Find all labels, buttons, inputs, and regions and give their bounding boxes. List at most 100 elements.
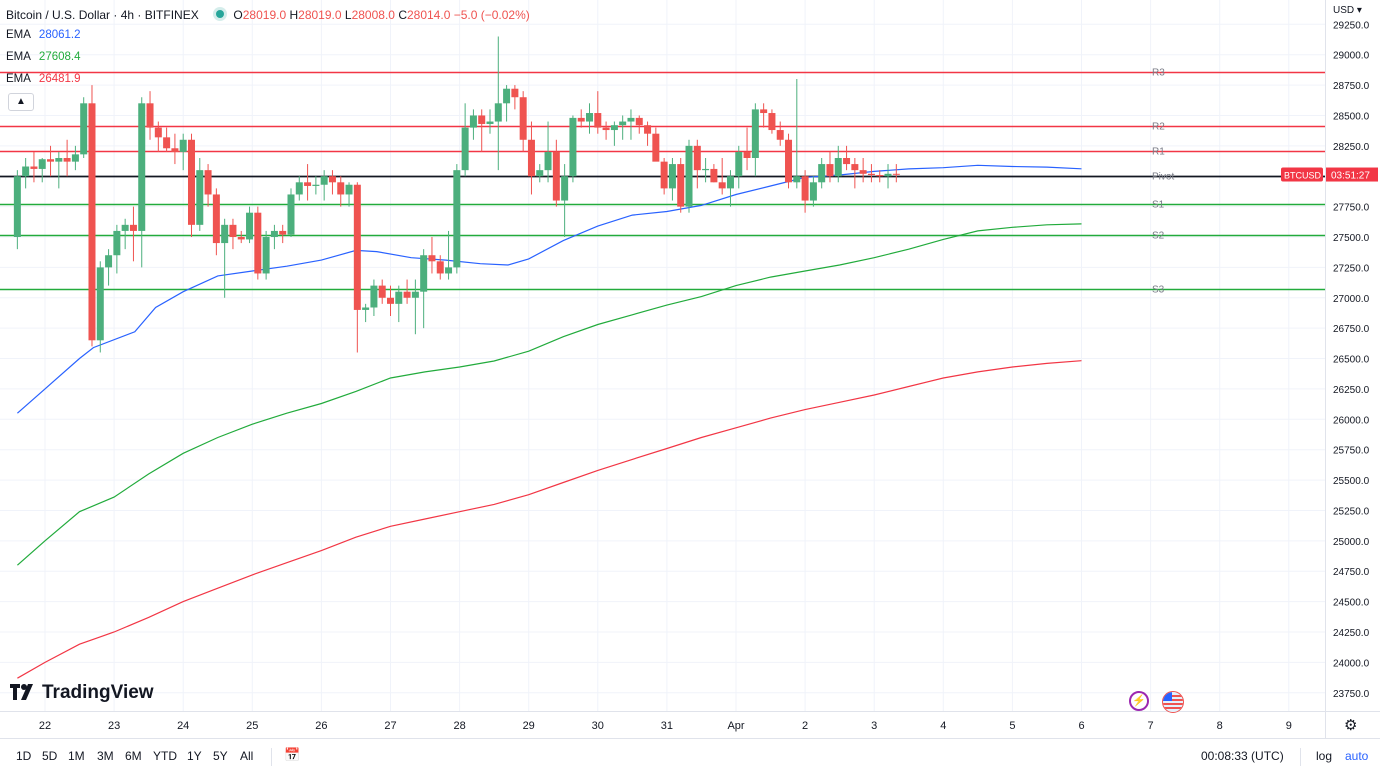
candle-body[interactable] xyxy=(809,182,817,201)
range-5d-button[interactable]: 5D xyxy=(42,749,58,763)
candle-body[interactable] xyxy=(270,230,278,237)
candle-body[interactable] xyxy=(138,103,146,231)
candle-body[interactable] xyxy=(105,255,113,268)
candle-body[interactable] xyxy=(30,166,38,169)
candle-body[interactable] xyxy=(768,113,776,131)
candle-body[interactable] xyxy=(254,212,262,274)
candle-body[interactable] xyxy=(801,176,809,201)
candle-body[interactable] xyxy=(80,103,88,155)
candle-body[interactable] xyxy=(652,133,660,162)
candle-body[interactable] xyxy=(229,224,237,237)
candle-body[interactable] xyxy=(884,173,892,177)
range-ytd-button[interactable]: YTD xyxy=(153,749,177,763)
candle-body[interactable] xyxy=(304,182,312,186)
go-to-date-icon[interactable]: 📅 xyxy=(284,747,301,762)
candle-body[interactable] xyxy=(328,176,336,183)
candle-body[interactable] xyxy=(461,127,469,171)
candle-body[interactable] xyxy=(660,161,668,189)
candle-body[interactable] xyxy=(486,121,494,124)
auto-scale-toggle[interactable]: auto xyxy=(1345,749,1369,763)
candle-body[interactable] xyxy=(851,164,859,171)
candle-body[interactable] xyxy=(519,97,527,140)
candle-body[interactable] xyxy=(38,159,46,169)
candle-body[interactable] xyxy=(859,170,867,174)
candle-body[interactable] xyxy=(154,127,162,138)
candle-body[interactable] xyxy=(743,151,751,158)
candle-body[interactable] xyxy=(503,88,511,104)
candle-body[interactable] xyxy=(445,267,453,274)
candle-body[interactable] xyxy=(353,184,361,310)
candle-body[interactable] xyxy=(453,170,461,268)
candle-body[interactable] xyxy=(262,237,270,274)
candle-body[interactable] xyxy=(867,173,875,176)
candle-body[interactable] xyxy=(312,184,320,186)
candle-body[interactable] xyxy=(710,168,718,183)
candle-body[interactable] xyxy=(536,170,544,177)
candle-body[interactable] xyxy=(693,145,701,171)
candle-body[interactable] xyxy=(295,182,303,195)
candle-body[interactable] xyxy=(287,194,295,235)
candle-body[interactable] xyxy=(569,117,577,177)
candle-body[interactable] xyxy=(826,164,834,177)
candle-body[interactable] xyxy=(627,117,635,122)
candle-body[interactable] xyxy=(362,307,370,310)
candle-body[interactable] xyxy=(668,164,676,189)
candle-body[interactable] xyxy=(892,173,900,175)
lightning-icon[interactable]: ⚡ xyxy=(1129,691,1149,711)
candle-body[interactable] xyxy=(370,285,378,308)
candle-body[interactable] xyxy=(146,103,154,128)
candle-body[interactable] xyxy=(644,125,652,134)
candle-body[interactable] xyxy=(594,113,602,128)
candle-body[interactable] xyxy=(726,176,734,189)
candle-body[interactable] xyxy=(345,184,353,195)
candle-body[interactable] xyxy=(677,164,685,207)
ema-legend-1[interactable]: EMA 28061.2 xyxy=(6,29,81,41)
range-all-button[interactable]: All xyxy=(240,749,254,763)
candlesticks[interactable] xyxy=(13,36,900,353)
candle-body[interactable] xyxy=(13,176,21,237)
currency-selector[interactable]: USD ▾ xyxy=(1333,5,1362,16)
candle-body[interactable] xyxy=(776,130,784,140)
candle-body[interactable] xyxy=(212,194,220,244)
candle-body[interactable] xyxy=(610,125,618,131)
candle-body[interactable] xyxy=(63,158,71,162)
candle-body[interactable] xyxy=(395,291,403,304)
range-6m-button[interactable]: 6M xyxy=(125,749,142,763)
candle-body[interactable] xyxy=(113,230,121,256)
candle-body[interactable] xyxy=(196,170,204,225)
candle-body[interactable] xyxy=(129,224,137,231)
candle-body[interactable] xyxy=(96,267,104,341)
candle-body[interactable] xyxy=(527,139,535,177)
ema-legend-2[interactable]: EMA 27608.4 xyxy=(6,51,81,63)
settings-gear-icon[interactable]: ⚙ xyxy=(1344,717,1358,734)
candle-body[interactable] xyxy=(760,109,768,114)
candle-body[interactable] xyxy=(818,164,826,183)
candle-body[interactable] xyxy=(793,176,801,183)
range-1y-button[interactable]: 1Y xyxy=(187,749,202,763)
candle-body[interactable] xyxy=(187,139,195,225)
candle-body[interactable] xyxy=(55,158,63,162)
candle-body[interactable] xyxy=(602,127,610,131)
candle-body[interactable] xyxy=(436,261,444,274)
candle-body[interactable] xyxy=(876,175,884,177)
candle-body[interactable] xyxy=(561,176,569,201)
candle-body[interactable] xyxy=(179,139,187,152)
candle-body[interactable] xyxy=(577,117,585,122)
candle-body[interactable] xyxy=(411,291,419,298)
candle-body[interactable] xyxy=(403,291,411,298)
candle-body[interactable] xyxy=(511,88,519,98)
candle-body[interactable] xyxy=(121,224,129,231)
candle-body[interactable] xyxy=(88,103,96,341)
candle-body[interactable] xyxy=(478,115,486,124)
symbol-title[interactable]: Bitcoin / U.S. Dollar · 4h · BITFINEX xyxy=(6,8,199,22)
candle-body[interactable] xyxy=(337,182,345,195)
candle-body[interactable] xyxy=(47,159,55,162)
candle-body[interactable] xyxy=(544,151,552,171)
candle-body[interactable] xyxy=(702,168,710,171)
candle-body[interactable] xyxy=(163,137,171,149)
candle-body[interactable] xyxy=(22,166,30,177)
candle-body[interactable] xyxy=(685,145,693,207)
range-5y-button[interactable]: 5Y xyxy=(213,749,228,763)
candle-body[interactable] xyxy=(785,139,793,183)
range-1d-button[interactable]: 1D xyxy=(16,749,32,763)
